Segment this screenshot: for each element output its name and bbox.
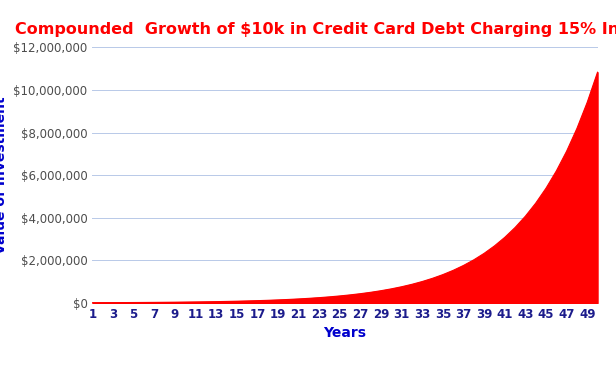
X-axis label: Years: Years xyxy=(323,326,367,341)
Title: Compounded  Growth of $10k in Credit Card Debt Charging 15% Interest: Compounded Growth of $10k in Credit Card… xyxy=(15,22,616,36)
Y-axis label: Value of Investment: Value of Investment xyxy=(0,96,8,254)
